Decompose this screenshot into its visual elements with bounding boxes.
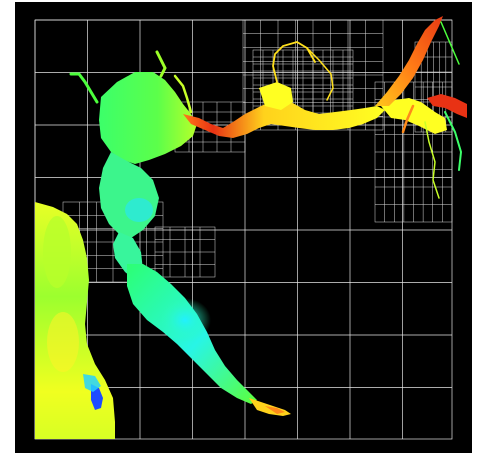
napa-river bbox=[69, 72, 99, 104]
san-joaquin-branch bbox=[401, 104, 415, 134]
ocean-shoal bbox=[43, 216, 71, 288]
ocean-shoal bbox=[47, 312, 79, 372]
delta-channel bbox=[381, 98, 447, 134]
central-bay-cyan bbox=[125, 198, 153, 222]
ocean-cyan-fringe bbox=[83, 374, 101, 392]
delta-branch-red bbox=[427, 94, 467, 118]
south-bay-cyan-core bbox=[159, 298, 211, 342]
north-bay bbox=[99, 72, 197, 164]
sacramento-river bbox=[375, 16, 443, 106]
east-delta-channel bbox=[440, 21, 460, 65]
central-bay bbox=[99, 152, 159, 238]
south-bay-tail-red bbox=[265, 406, 285, 414]
petaluma-slough bbox=[155, 50, 167, 78]
north-delta-channel bbox=[272, 41, 316, 83]
flow-field bbox=[35, 16, 467, 439]
visualization-frame bbox=[15, 2, 472, 453]
amr-flow-visualization bbox=[34, 16, 467, 440]
east-delta-channel bbox=[424, 121, 440, 199]
carquinez-strait bbox=[183, 100, 385, 138]
north-delta-channel bbox=[306, 47, 334, 101]
suisun-bay bbox=[259, 82, 293, 110]
delta-branch-green bbox=[444, 111, 463, 171]
sonoma-slough bbox=[173, 74, 193, 114]
